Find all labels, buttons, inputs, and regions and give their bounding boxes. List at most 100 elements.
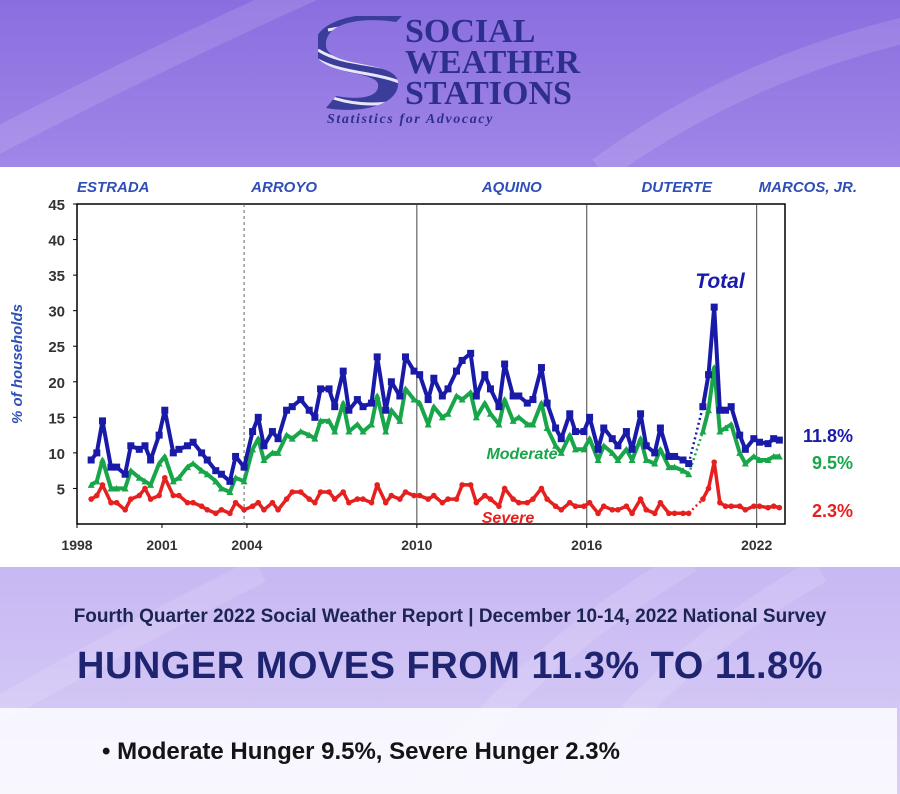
series-gap-line bbox=[687, 498, 704, 515]
data-point bbox=[227, 510, 233, 517]
data-point bbox=[87, 481, 95, 488]
data-point bbox=[679, 456, 687, 464]
data-point bbox=[161, 474, 168, 481]
data-point bbox=[312, 499, 318, 506]
data-point bbox=[445, 496, 451, 502]
data-point bbox=[183, 442, 191, 450]
logo-wordmark: SOCIAL WEATHER STATIONS bbox=[405, 15, 580, 111]
data-point bbox=[530, 496, 536, 502]
data-point bbox=[775, 452, 783, 460]
data-point bbox=[325, 385, 333, 393]
data-point bbox=[543, 424, 551, 431]
data-point bbox=[581, 503, 587, 510]
administration-label: ARROYO bbox=[250, 179, 317, 196]
data-point bbox=[524, 499, 531, 506]
data-point bbox=[425, 496, 431, 502]
report-subtitle: Fourth Quarter 2022 Social Weather Repor… bbox=[73, 606, 827, 627]
data-point bbox=[666, 510, 672, 517]
data-point bbox=[736, 431, 744, 439]
data-point bbox=[226, 488, 234, 495]
data-point bbox=[600, 442, 608, 449]
data-point bbox=[586, 435, 594, 442]
data-point bbox=[637, 435, 645, 442]
data-point bbox=[107, 484, 115, 492]
data-point bbox=[467, 482, 474, 488]
data-point bbox=[685, 460, 693, 468]
data-point bbox=[155, 460, 163, 467]
data-point bbox=[537, 399, 545, 407]
data-point bbox=[722, 424, 730, 431]
data-point bbox=[679, 467, 687, 474]
data-point bbox=[756, 438, 764, 446]
data-point bbox=[135, 474, 143, 481]
data-point bbox=[217, 470, 225, 478]
data-point bbox=[609, 506, 616, 513]
data-point bbox=[87, 456, 95, 464]
data-point bbox=[523, 420, 531, 428]
data-point bbox=[297, 428, 305, 435]
data-point bbox=[135, 445, 143, 453]
data-point bbox=[566, 410, 574, 418]
data-point bbox=[643, 506, 650, 513]
administration-label: MARCOS, JR. bbox=[759, 179, 857, 196]
data-point bbox=[275, 506, 281, 513]
data-point bbox=[600, 503, 607, 510]
data-point bbox=[711, 459, 717, 465]
data-point bbox=[331, 496, 338, 502]
data-point bbox=[183, 463, 191, 471]
data-point bbox=[764, 440, 772, 448]
data-point bbox=[586, 413, 594, 421]
data-point bbox=[756, 456, 764, 463]
data-point bbox=[756, 503, 763, 510]
data-point bbox=[261, 506, 267, 513]
y-tick-label: 15 bbox=[48, 410, 65, 427]
data-point bbox=[566, 431, 574, 439]
data-point bbox=[268, 449, 276, 456]
data-point bbox=[656, 445, 664, 453]
hunger-breakdown-text: Moderate Hunger 9.5%, Severe Hunger 2.3% bbox=[117, 738, 620, 765]
data-point bbox=[615, 506, 621, 513]
data-point bbox=[368, 420, 376, 428]
data-point bbox=[680, 510, 686, 517]
data-point bbox=[458, 356, 466, 364]
data-point bbox=[289, 489, 296, 495]
data-point bbox=[339, 399, 347, 407]
data-point bbox=[727, 403, 735, 411]
data-point bbox=[161, 452, 169, 460]
data-point bbox=[340, 489, 347, 495]
data-point bbox=[254, 413, 262, 421]
data-point bbox=[396, 417, 404, 424]
data-point bbox=[543, 399, 551, 407]
data-point bbox=[107, 463, 115, 471]
data-point bbox=[538, 485, 545, 492]
data-point bbox=[622, 428, 630, 436]
data-point bbox=[515, 413, 523, 421]
data-point bbox=[317, 385, 325, 393]
data-point bbox=[750, 435, 758, 443]
data-point bbox=[306, 496, 313, 502]
data-point bbox=[198, 503, 205, 510]
data-point bbox=[288, 403, 296, 411]
data-point bbox=[189, 438, 197, 446]
data-point bbox=[594, 445, 602, 453]
series-label-moderate: Moderate bbox=[486, 446, 557, 463]
data-point bbox=[353, 420, 361, 428]
data-point bbox=[268, 428, 276, 436]
data-point bbox=[765, 504, 771, 511]
data-point bbox=[431, 492, 437, 499]
data-point bbox=[331, 403, 339, 411]
data-point bbox=[439, 499, 446, 506]
data-point bbox=[254, 435, 262, 442]
data-point bbox=[217, 484, 225, 492]
data-point bbox=[382, 499, 389, 506]
x-tick-label: 2010 bbox=[401, 537, 432, 553]
data-point bbox=[537, 364, 545, 372]
data-point bbox=[410, 396, 418, 403]
data-point bbox=[127, 467, 135, 474]
data-point bbox=[482, 492, 488, 499]
header: SOCIAL WEATHER STATIONS Statistics for A… bbox=[0, 0, 900, 165]
data-point bbox=[705, 485, 712, 492]
data-point bbox=[614, 456, 622, 463]
data-point bbox=[716, 428, 724, 435]
x-tick-label: 2016 bbox=[571, 537, 602, 553]
